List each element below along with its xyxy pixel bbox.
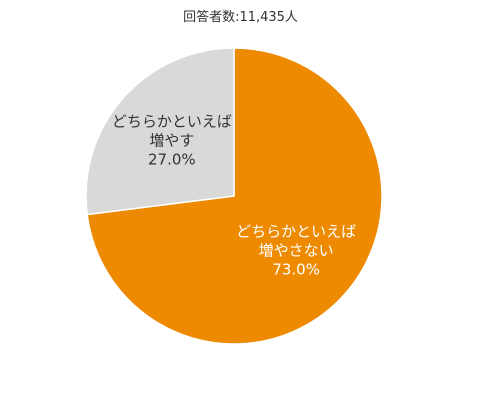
slice-category: どちらかといえば 増やす — [111, 112, 232, 150]
slice-value: 27.0% — [147, 150, 196, 169]
slice-category: どちらかといえば 増やさない — [236, 222, 357, 260]
slice-label: どちらかといえば 増やす 27.0% — [112, 113, 232, 170]
slice-value: 73.0% — [272, 260, 320, 279]
pie-slice — [85, 47, 235, 216]
chart-title: 回答者数:11,435人 — [183, 10, 298, 25]
slice-label: どちらかといえば 増やさない 73.0% — [236, 222, 356, 279]
